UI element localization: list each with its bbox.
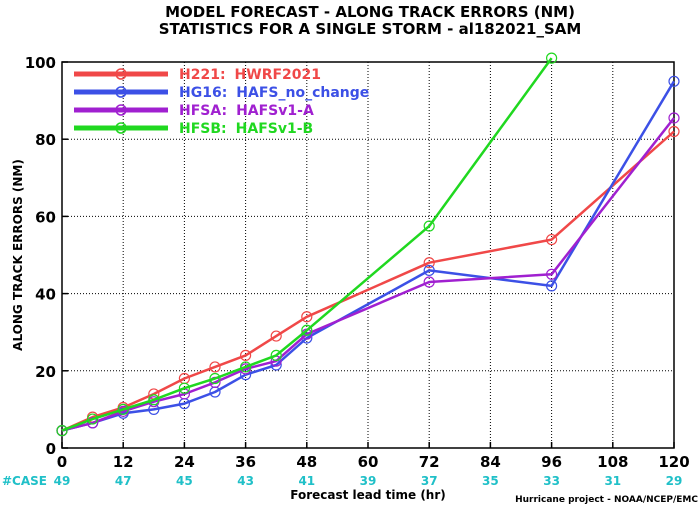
case-count: 41 [298, 474, 315, 488]
y-tick-label: 40 [35, 286, 56, 304]
legend-entry-4: HFSB: HAFSv1-B [74, 121, 313, 137]
data-point [240, 361, 252, 373]
y-tick-label: 0 [46, 440, 56, 458]
data-point [423, 276, 435, 288]
data-point [545, 233, 558, 246]
legend-label: HFSA: HAFSv1-A [179, 103, 314, 119]
case-count: 43 [237, 474, 254, 488]
credit-text: Hurricane project - NOAA/NCEP/EMC [515, 495, 698, 505]
data-point [178, 382, 190, 394]
data-point [270, 330, 282, 342]
case-count: 35 [482, 474, 499, 488]
legend-entry-2: HG16: HAFS_no_change [74, 85, 369, 101]
y-axis-label: ALONG TRACK ERRORS (NM) [11, 159, 25, 351]
y-tick-label: 20 [35, 363, 56, 381]
case-count: 45 [176, 474, 193, 488]
data-point [423, 220, 435, 232]
x-tick-label: 24 [174, 453, 195, 471]
legend-marker [115, 86, 127, 98]
legend-marker [115, 68, 127, 80]
x-axis-label: Forecast lead time (hr) [290, 488, 446, 502]
x-tick-label: 60 [358, 453, 379, 471]
legend-name: HWRF2021 [235, 67, 321, 83]
legend-code: HFSB: [179, 121, 227, 137]
chart-title-line-2: STATISTICS FOR A SINGLE STORM - al182021… [159, 20, 582, 38]
legend-marker [115, 104, 127, 116]
x-tick-label: 96 [541, 453, 562, 471]
data-point [668, 125, 680, 138]
legend-name: HAFS_no_change [236, 85, 369, 101]
legend-label: H221: HWRF2021 [179, 67, 321, 83]
case-count-row: #CASE 49 47 45 43 41 39 37 35 33 31 29 [2, 474, 682, 488]
legend-entry-3: HFSA: HAFSv1-A [74, 103, 314, 119]
x-tick-label: 36 [235, 453, 256, 471]
series-line [61, 57, 553, 432]
data-point [148, 394, 160, 406]
legend-name: HAFSv1-B [236, 121, 314, 137]
case-count: 37 [421, 474, 438, 488]
data-point [301, 311, 313, 323]
legend-entry-1: H221: HWRF2021 [74, 67, 321, 83]
data-point [240, 349, 252, 361]
case-count: 49 [54, 474, 71, 488]
legend-code: H221: [179, 67, 226, 83]
x-tick-label: 48 [296, 453, 317, 471]
series-line [61, 80, 676, 432]
series-4 [56, 52, 558, 437]
x-tick-label: 12 [113, 453, 134, 471]
data-point [545, 52, 558, 64]
legend-label: HG16: HAFS_no_change [179, 85, 369, 101]
y-tick-label: 60 [35, 208, 56, 226]
data-point [209, 372, 221, 385]
data-point [668, 112, 680, 124]
data-point [56, 425, 68, 437]
legend-code: HG16: [179, 85, 227, 101]
data-point [301, 324, 313, 336]
legend-label: HFSB: HAFSv1-B [179, 121, 313, 137]
data-point [209, 361, 221, 373]
data-point [423, 257, 435, 269]
chart-title-line-1: MODEL FORECAST - ALONG TRACK ERRORS (NM) [165, 3, 575, 21]
data-point [270, 349, 282, 361]
x-tick-label: 0 [57, 453, 67, 471]
data-point [117, 403, 129, 415]
data-point [86, 413, 99, 425]
x-tick-label: 72 [419, 453, 440, 471]
series-layer [56, 52, 680, 437]
axis-ticks: 0 12 24 36 48 60 72 84 96 108 120 0 20 40 60 80 100 [25, 54, 690, 471]
data-point [545, 280, 558, 292]
case-count: 47 [115, 474, 132, 488]
case-count: 39 [360, 474, 377, 488]
data-point [668, 75, 680, 87]
case-count: 31 [604, 474, 621, 488]
case-count: 33 [543, 474, 560, 488]
legend: H221: HWRF2021 HG16: HAFS_no_change HFSA: HAF… [74, 67, 369, 137]
case-row-label: #CASE [2, 474, 47, 488]
legend-marker [115, 122, 127, 134]
x-tick-label: 120 [658, 453, 689, 471]
grid-lines [61, 61, 675, 449]
legend-code: HFSA: [179, 103, 227, 119]
data-point [423, 264, 435, 277]
x-tick-label: 84 [480, 453, 501, 471]
data-point [545, 268, 558, 280]
case-count: 29 [666, 474, 683, 488]
x-tick-label: 108 [597, 453, 628, 471]
y-tick-label: 80 [35, 131, 56, 149]
legend-name: HAFSv1-A [236, 103, 314, 119]
y-tick-label: 100 [25, 54, 56, 72]
